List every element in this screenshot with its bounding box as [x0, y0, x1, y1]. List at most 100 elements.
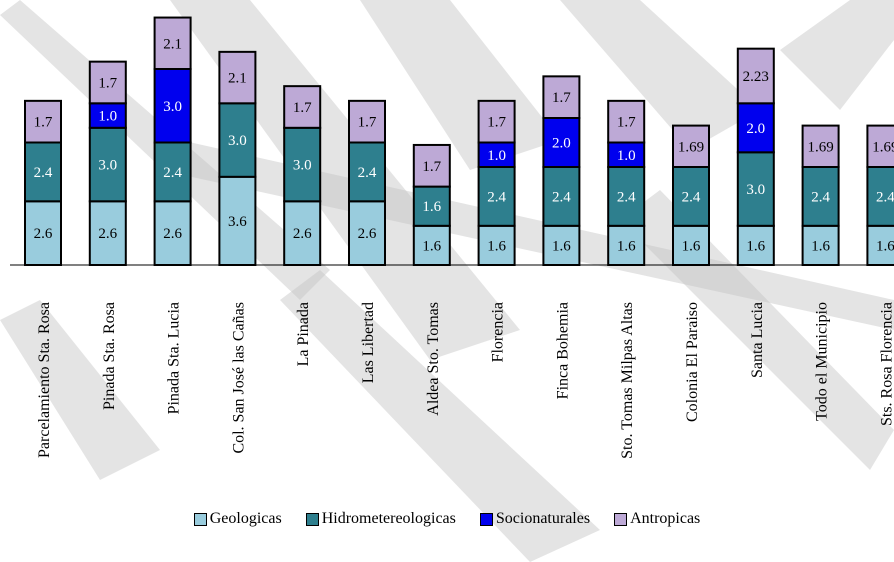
legend-label: Antropicas: [630, 510, 701, 527]
bar-segment-antropicas: [412, 143, 451, 188]
data-label: 2.4: [682, 189, 701, 205]
category-label: Las Libertad: [360, 302, 377, 383]
category-label: Parcelamiento Sta. Rosa: [36, 302, 53, 458]
legend: Geologicas Hidrometereologicas Socionatu…: [0, 510, 894, 531]
category-label: Col. San José las Cañas: [230, 302, 247, 454]
category-label: Aldea Sto. Tomas: [425, 302, 442, 416]
data-label: 2.6: [34, 226, 53, 242]
legend-item-geologicas: Geologicas: [193, 510, 282, 528]
data-label: 1.6: [552, 238, 571, 254]
watermark-stripe: [360, 0, 560, 170]
bar-segment-hidrometereologicas: [801, 166, 840, 227]
legend-item-hidrometereologicas: Hidrometereologicas: [305, 510, 456, 528]
watermark-stripe: [560, 0, 760, 150]
category-label: Finca Bohemia: [554, 302, 571, 399]
data-label: 2.1: [228, 71, 247, 87]
data-label: 2.0: [552, 136, 571, 152]
bar-segment-antropicas: [866, 124, 894, 168]
data-label: 2.4: [163, 165, 182, 181]
legend-swatch: [614, 512, 628, 526]
bar-segment-antropicas: [672, 124, 710, 168]
data-label: 1.7: [487, 115, 506, 131]
bar-segment-antropicas: [477, 99, 516, 144]
data-label: 1.69: [678, 139, 704, 155]
watermark-stripe: [280, 270, 600, 562]
category-labels: Parcelamiento Sta. Rosa Pinada Sta. Rosa P…: [36, 302, 894, 459]
data-label: 2.4: [552, 189, 571, 205]
bar-segment-hidrometereologicas: [542, 166, 581, 227]
bar-segment-socionaturales: [607, 141, 646, 168]
legend-swatch: [193, 512, 207, 526]
category-label: Florencia: [490, 302, 507, 362]
data-label: 1.7: [552, 90, 571, 106]
bar-segment-geologicas: [672, 224, 710, 267]
bar-segment-antropicas: [801, 124, 840, 168]
legend-label: Socionaturales: [495, 510, 591, 527]
bar-segment-hidrometereologicas: [283, 126, 322, 203]
watermark-stripe: [160, 140, 894, 330]
data-label: 1.69: [872, 139, 894, 155]
bar-segment-hidrometereologicas: [348, 141, 386, 203]
data-label: 1.6: [876, 238, 894, 254]
bar-segment-antropicas: [153, 16, 192, 70]
data-label: 1.6: [422, 238, 441, 254]
data-label: 2.4: [358, 165, 377, 181]
bar-segment-hidrometereologicas: [24, 141, 62, 203]
data-label: 3.0: [163, 99, 182, 115]
category-label: Santa Lucia: [749, 302, 766, 378]
data-label: 2.6: [358, 226, 377, 242]
data-label: 1.6: [746, 238, 765, 254]
category-label: Pinada Sta. Rosa: [101, 302, 118, 410]
bar-segment-socionaturales: [88, 102, 127, 129]
category-label: Pinada Sta. Lucia: [166, 302, 183, 414]
data-label: 2.6: [163, 226, 182, 242]
bar-segment-hidrometereologicas: [218, 102, 257, 178]
data-label: 1.7: [293, 100, 312, 116]
data-label: 1.6: [682, 238, 701, 254]
bar-segment-antropicas: [218, 50, 257, 105]
bar-segment-antropicas: [24, 99, 62, 144]
data-label: 1.7: [98, 75, 117, 91]
watermark-stripe: [0, 300, 160, 480]
category-label: Sto. Tomas Milpas Altas: [619, 302, 636, 459]
bar-segment-geologicas: [218, 175, 257, 266]
data-label: 3.6: [228, 214, 247, 230]
category-label: La Pinada: [295, 302, 312, 366]
data-label: 2.4: [876, 189, 894, 205]
data-label: 1.69: [807, 139, 833, 155]
bar-segment-geologicas: [283, 200, 322, 267]
legend-swatch: [479, 512, 493, 526]
bar-segment-antropicas: [736, 47, 775, 105]
bar-segment-antropicas: [348, 99, 386, 144]
data-label: 1.6: [811, 238, 830, 254]
bar-segment-socionaturales: [736, 102, 775, 154]
category-label: Todo el Municipio: [814, 302, 831, 421]
data-label: 1.6: [617, 238, 636, 254]
data-label: 2.23: [743, 69, 769, 85]
bar-segment-antropicas: [607, 99, 646, 144]
data-label: 1.0: [98, 109, 117, 125]
data-label: 1.7: [422, 159, 441, 175]
legend-label: Hidrometereologicas: [321, 510, 456, 527]
bar-segment-socionaturales: [153, 68, 192, 144]
legend-swatch: [305, 512, 319, 526]
data-label: 1.7: [358, 115, 377, 131]
bar-segment-hidrometereologicas: [153, 141, 192, 203]
data-label: 1.0: [487, 148, 506, 164]
data-label: 3.0: [293, 158, 312, 174]
bar-segment-geologicas: [542, 224, 581, 267]
bar-segment-hidrometereologicas: [736, 151, 775, 227]
data-label: 3.0: [228, 133, 247, 149]
category-label: Sts. Rosa Florencia: [878, 302, 894, 426]
data-label: 2.6: [98, 226, 117, 242]
data-label: 1.0: [617, 148, 636, 164]
data-label: 2.4: [34, 165, 53, 181]
bars-group: 2.6 2.4 1.7 2.6 3.0 1.0 1.7 2.6 2.4 3.0 2.1 3.6 3.0 2…: [24, 16, 894, 267]
watermark-stripe: [780, 0, 894, 110]
bar-segment-antropicas: [542, 75, 581, 119]
data-label: 2.4: [617, 189, 636, 205]
category-label: Colonia El Paraiso: [684, 302, 701, 422]
legend-item-antropicas: Antropicas: [614, 510, 700, 528]
data-label: 3.0: [746, 182, 765, 198]
